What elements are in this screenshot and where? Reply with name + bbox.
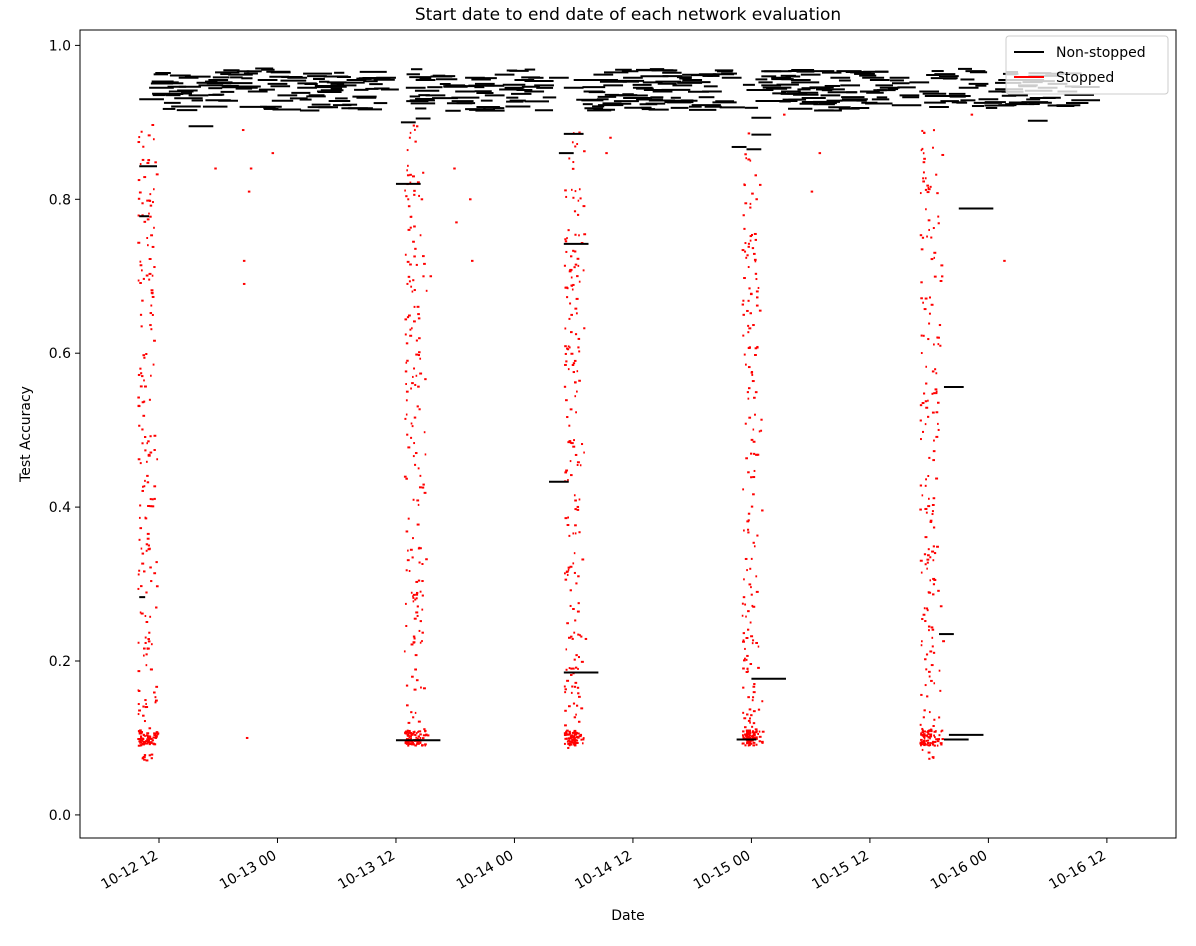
legend-label-stopped: Stopped: [1056, 70, 1114, 86]
y-tick-label: 0.0: [49, 808, 71, 824]
x-tick-label: 10-16 00: [928, 848, 991, 893]
x-axis-label: Date: [611, 908, 644, 924]
plot-area: [137, 67, 1101, 762]
y-axis-ticks: 0.0 0.2 0.4 0.6 0.8 1.0: [49, 38, 80, 824]
y-axis-label: Test Accuracy: [18, 386, 34, 483]
stopped-series: [137, 113, 1006, 762]
x-axis-ticks: 10-12 12 10-13 00 10-13 12 10-14 00 10-14 12…: [98, 838, 1109, 893]
x-tick-label: 10-15 12: [809, 848, 872, 893]
legend-label-nonstopped: Non-stopped: [1056, 45, 1146, 61]
x-tick-label: 10-14 00: [454, 848, 517, 893]
y-tick-label: 1.0: [49, 38, 71, 54]
chart-title: Start date to end date of each network e…: [415, 5, 841, 25]
plot-frame: [79, 29, 1177, 839]
nonstopped-series: [139, 67, 1101, 742]
x-tick-label: 10-16 12: [1046, 848, 1109, 893]
legend: Non-stopped Stopped: [1005, 35, 1169, 95]
y-tick-label: 0.6: [49, 346, 71, 362]
legend-box: [1005, 35, 1169, 95]
x-tick-label: 10-12 12: [98, 848, 161, 893]
x-tick-label: 10-13 12: [335, 848, 398, 893]
y-tick-label: 0.8: [49, 192, 71, 208]
x-tick-label: 10-15 00: [691, 848, 754, 893]
x-tick-label: 10-13 00: [217, 848, 280, 893]
y-tick-label: 0.4: [49, 500, 71, 516]
y-tick-label: 0.2: [49, 654, 71, 670]
x-tick-label: 10-14 12: [572, 848, 635, 893]
